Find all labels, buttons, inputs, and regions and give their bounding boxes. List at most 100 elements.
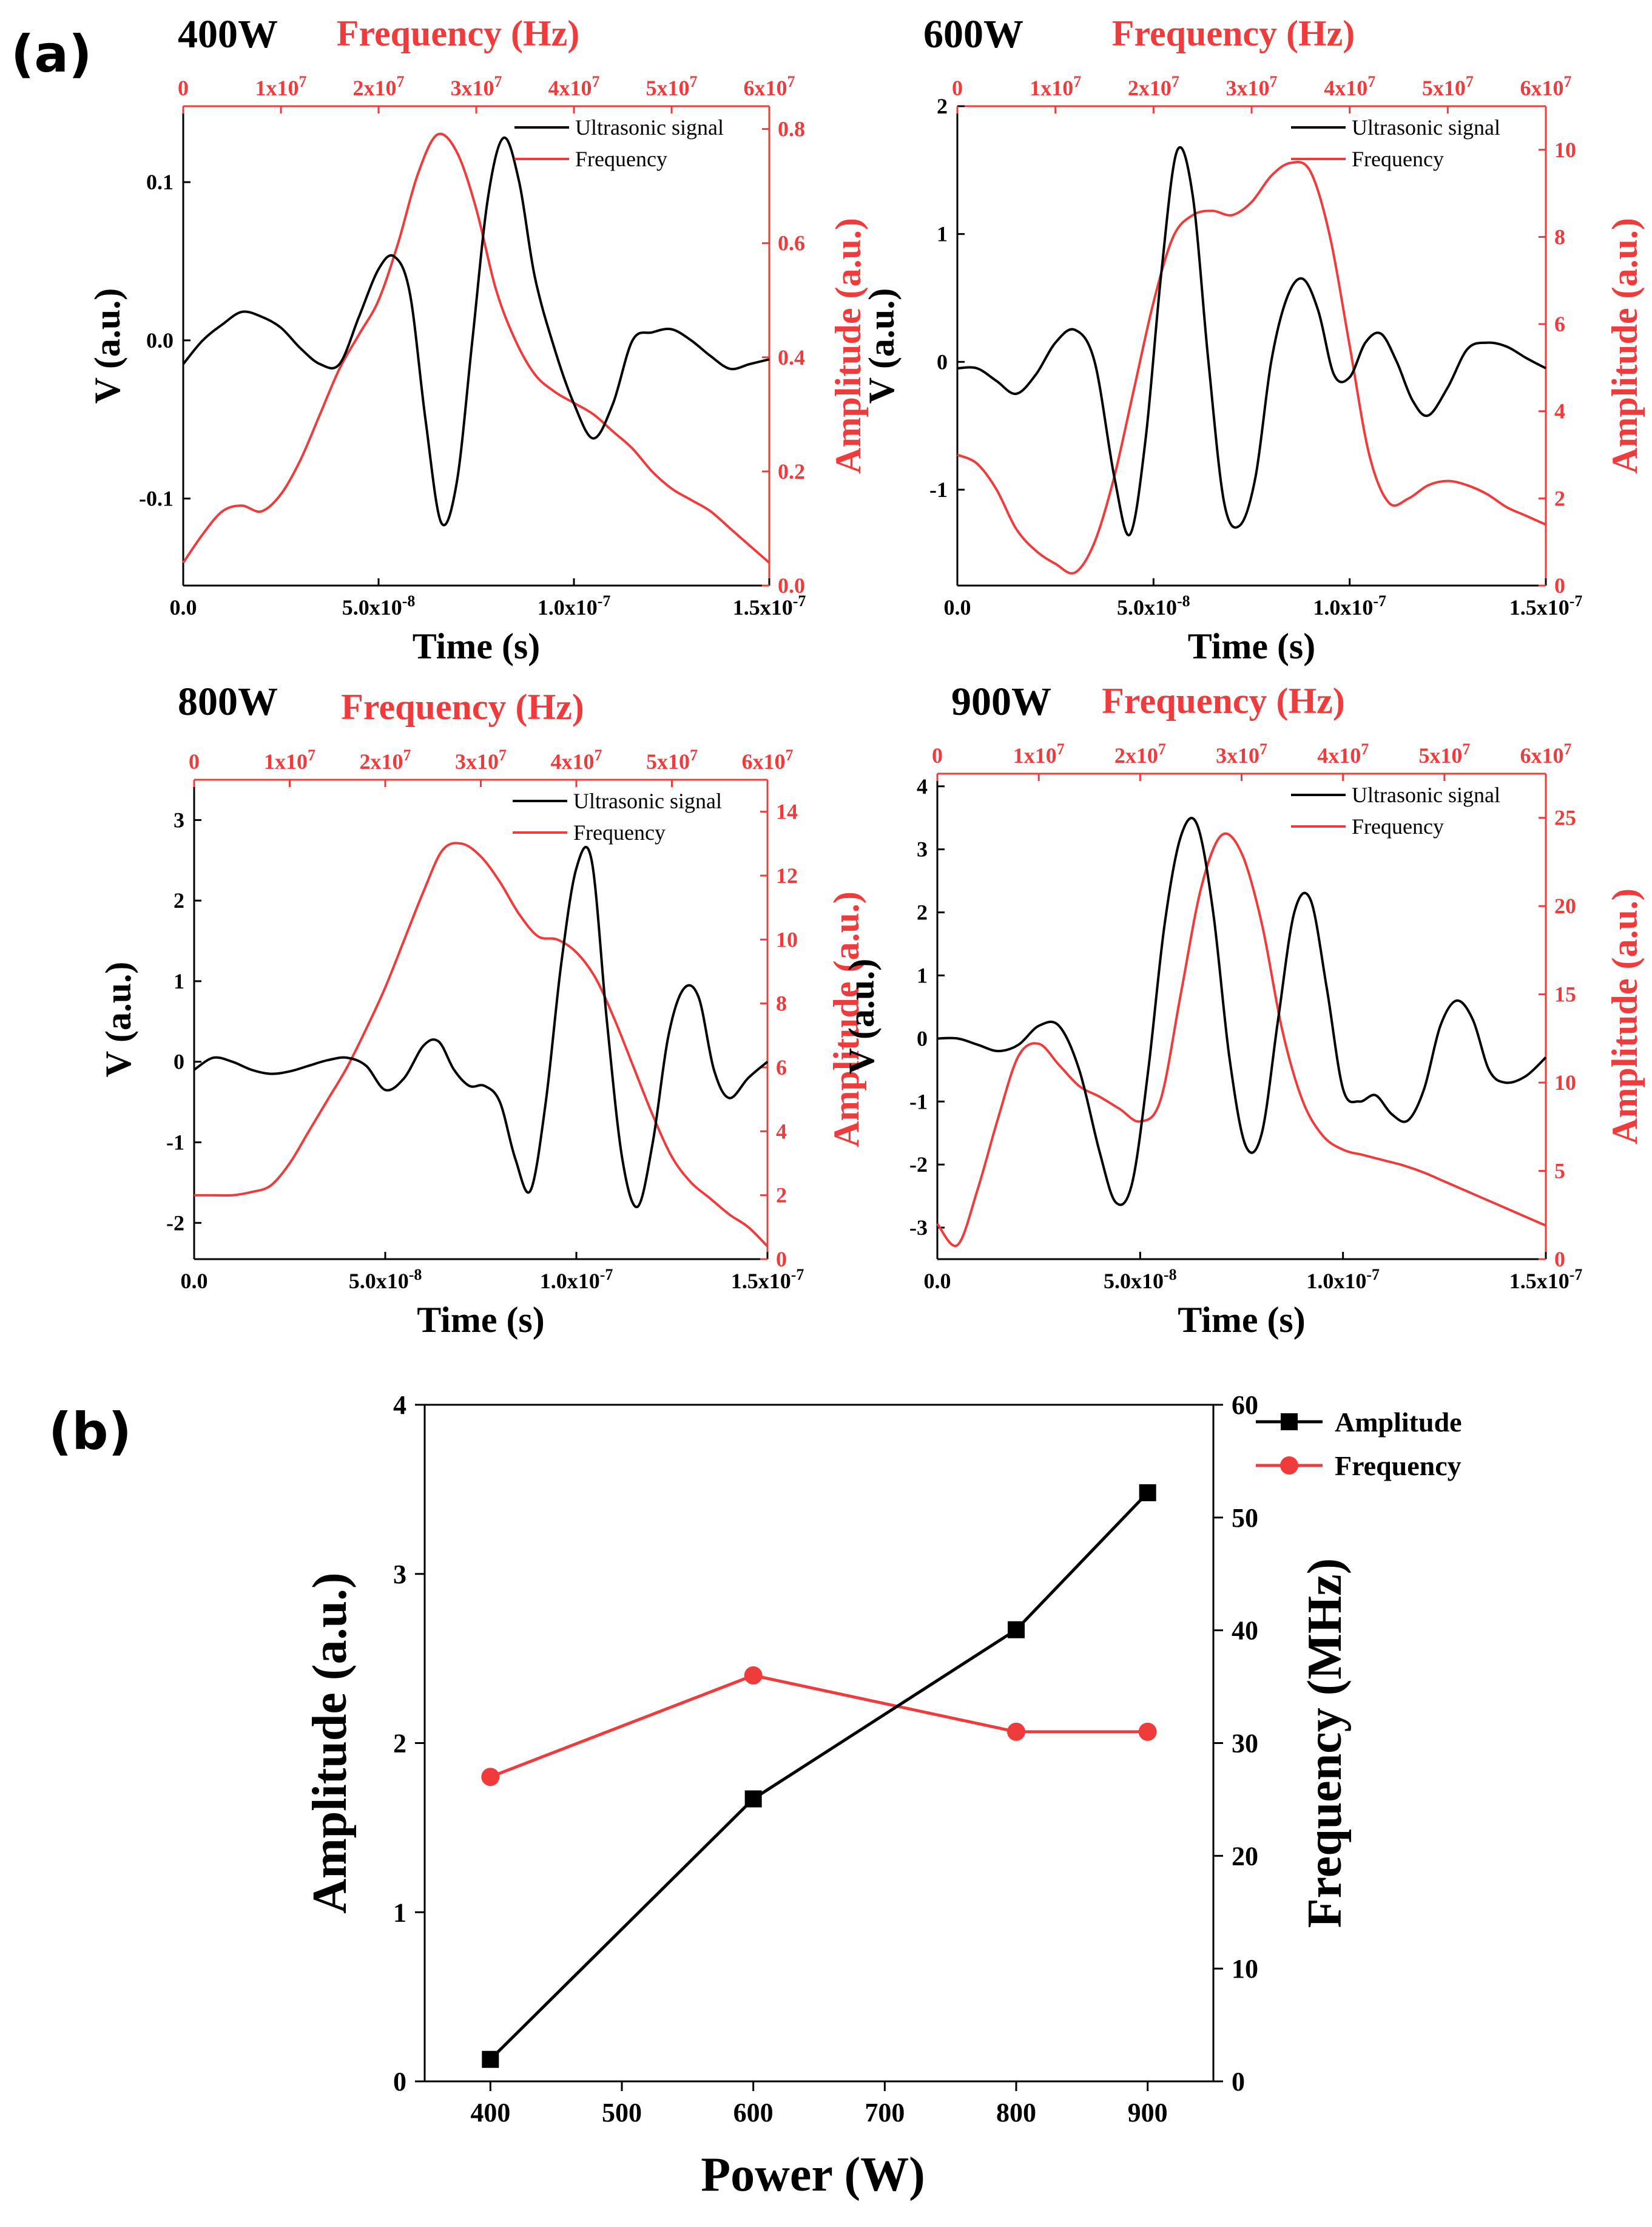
plot-title: 400W bbox=[178, 12, 278, 56]
x-tick-label: 5.0x10-8 bbox=[1104, 1266, 1177, 1293]
right-tick-label: 60 bbox=[1232, 1390, 1258, 1420]
y-tick-label: -1 bbox=[166, 1130, 184, 1154]
plot-frame bbox=[423, 1404, 1215, 2083]
right-tick-label: 5 bbox=[1554, 1159, 1565, 1183]
frequency-line bbox=[490, 1674, 1148, 1779]
legend-label-frequency: Frequency bbox=[573, 820, 666, 845]
right-tick-label: 30 bbox=[1232, 1729, 1258, 1759]
ultrasonic-signal-line bbox=[937, 817, 1547, 1206]
y-tick-label: 3 bbox=[393, 1560, 406, 1589]
y-axis-title: V (a.u.) bbox=[861, 288, 902, 404]
panel-label-b: (b) bbox=[49, 1402, 132, 1461]
plot-400w: 0.0 5.0x10-8 1.0x10-7 1.5x10-70.10.0-0.10 1x… bbox=[87, 12, 868, 666]
legend-label-signal: Ultrasonic signal bbox=[575, 115, 724, 140]
y-tick-label: -1 bbox=[909, 1089, 928, 1114]
top-tick-label: 6x107 bbox=[742, 746, 794, 774]
right-tick-label: 0 bbox=[1232, 2067, 1245, 2097]
top-tick-label: 3x107 bbox=[451, 73, 502, 100]
x-tick-label: 800 bbox=[996, 2098, 1036, 2127]
right-tick-label: 0.6 bbox=[778, 231, 805, 255]
amplitude-line bbox=[489, 1492, 1149, 2061]
legend-label-signal: Ultrasonic signal bbox=[1352, 115, 1500, 140]
top-tick-label: 0 bbox=[178, 76, 189, 100]
y-tick-label: 2 bbox=[393, 1729, 406, 1759]
top-tick-label: 0 bbox=[189, 749, 200, 774]
right-tick-label: 6 bbox=[776, 1055, 787, 1080]
y-axis-title: Amplitude (a.u.) bbox=[303, 1572, 357, 1913]
right-tick-label: 4 bbox=[776, 1119, 787, 1143]
top-tick-label: 5x107 bbox=[1418, 740, 1470, 768]
right-y-axis-title: Amplitude (a.u.) bbox=[828, 218, 868, 474]
right-tick-label: 10 bbox=[1554, 138, 1576, 162]
legend-label-frequency: Frequency bbox=[1352, 814, 1444, 839]
top-tick-label: 3x107 bbox=[455, 746, 507, 774]
right-tick-label: 20 bbox=[1232, 1841, 1258, 1871]
top-tick-label: 1x107 bbox=[1013, 740, 1065, 768]
ultrasonic-signal-line bbox=[182, 137, 770, 527]
right-tick-label: 2 bbox=[1554, 486, 1565, 510]
x-tick-label: 1.5x10-7 bbox=[1509, 592, 1583, 620]
x-tick-label: 500 bbox=[602, 2098, 642, 2127]
y-tick-label: 4 bbox=[917, 774, 928, 799]
top-tick-label: 1x107 bbox=[1030, 73, 1081, 100]
top-tick-label: 6x107 bbox=[1520, 73, 1572, 100]
right-y-axis-title: Amplitude (a.u.) bbox=[826, 891, 866, 1147]
right-y-axis-title: Amplitude (a.u.) bbox=[1605, 888, 1645, 1144]
x-tick-label: 1.0x10-7 bbox=[538, 592, 611, 620]
y-tick-label: 1 bbox=[393, 1898, 406, 1927]
y-tick-label: 4 bbox=[393, 1390, 406, 1420]
top-tick-label: 0 bbox=[932, 743, 943, 768]
amplitude-point bbox=[1139, 1484, 1156, 1501]
amplitude-point bbox=[1008, 1621, 1025, 1638]
y-tick-label: 3 bbox=[174, 808, 184, 832]
y-tick-label: 2 bbox=[917, 901, 928, 925]
right-tick-label: 50 bbox=[1232, 1503, 1258, 1533]
top-tick-label: 5x107 bbox=[1422, 73, 1474, 100]
frequency-point bbox=[481, 1768, 500, 1786]
top-tick-label: 2x107 bbox=[353, 73, 405, 100]
frequency-point bbox=[1138, 1722, 1157, 1741]
legend-label-frequency: Frequency bbox=[575, 147, 667, 171]
right-tick-label: 14 bbox=[776, 800, 798, 824]
y-tick-label: 1 bbox=[917, 963, 928, 987]
top-tick-label: 4x107 bbox=[1324, 73, 1375, 100]
right-tick-label: 10 bbox=[1232, 1954, 1258, 1984]
x-tick-label: 700 bbox=[865, 2098, 905, 2127]
top-x-axis-title: Frequency (Hz) bbox=[341, 687, 584, 727]
right-tick-label: 20 bbox=[1554, 894, 1576, 918]
right-tick-label: 0.0 bbox=[778, 573, 805, 598]
legend-label-frequency: Frequency bbox=[1335, 1450, 1462, 1481]
plot-power: 400 500 600 700 800 900432106050403020100Powe… bbox=[303, 1390, 1462, 2202]
right-tick-label: 12 bbox=[776, 863, 798, 888]
right-tick-label: 10 bbox=[776, 927, 798, 951]
y-tick-label: 0 bbox=[937, 350, 948, 374]
x-tick-label: 5.0x10-8 bbox=[342, 592, 416, 620]
top-x-axis-title: Frequency (Hz) bbox=[1102, 681, 1344, 721]
right-tick-label: 0 bbox=[776, 1247, 787, 1271]
right-tick-label: 2 bbox=[776, 1183, 787, 1208]
right-tick-label: 6 bbox=[1554, 312, 1565, 336]
legend-label-amplitude: Amplitude bbox=[1335, 1407, 1462, 1438]
plot-title: 900W bbox=[951, 680, 1051, 724]
y-tick-label: -1 bbox=[929, 478, 948, 502]
frequency-line bbox=[182, 132, 770, 564]
right-tick-label: 0 bbox=[1554, 1247, 1565, 1271]
top-tick-label: 4x107 bbox=[548, 73, 600, 100]
x-axis-title: Time (s) bbox=[1188, 626, 1316, 666]
top-tick-label: 5x107 bbox=[646, 746, 698, 774]
x-tick-label: 5.0x10-8 bbox=[1117, 592, 1190, 620]
y-tick-label: 3 bbox=[917, 837, 928, 862]
charts-container: 0.0 5.0x10-8 1.0x10-7 1.5x10-7 0.1 0.0 -0.1 0 1x… bbox=[87, 12, 1645, 2202]
y-tick-label: 0 bbox=[393, 2067, 406, 2097]
ultrasonic-signal-line bbox=[193, 845, 769, 1208]
y-tick-label: 0.0 bbox=[146, 328, 174, 353]
ultrasonic-signal-line bbox=[957, 146, 1546, 536]
legend-marker-frequency bbox=[1280, 1456, 1298, 1475]
top-tick-label: 2x107 bbox=[1128, 73, 1179, 100]
x-tick-label: 1.5x10-7 bbox=[731, 1266, 804, 1293]
plot-title: 800W bbox=[178, 680, 278, 724]
x-tick-label: 600 bbox=[733, 2098, 774, 2127]
y-tick-label: 0 bbox=[174, 1050, 184, 1074]
